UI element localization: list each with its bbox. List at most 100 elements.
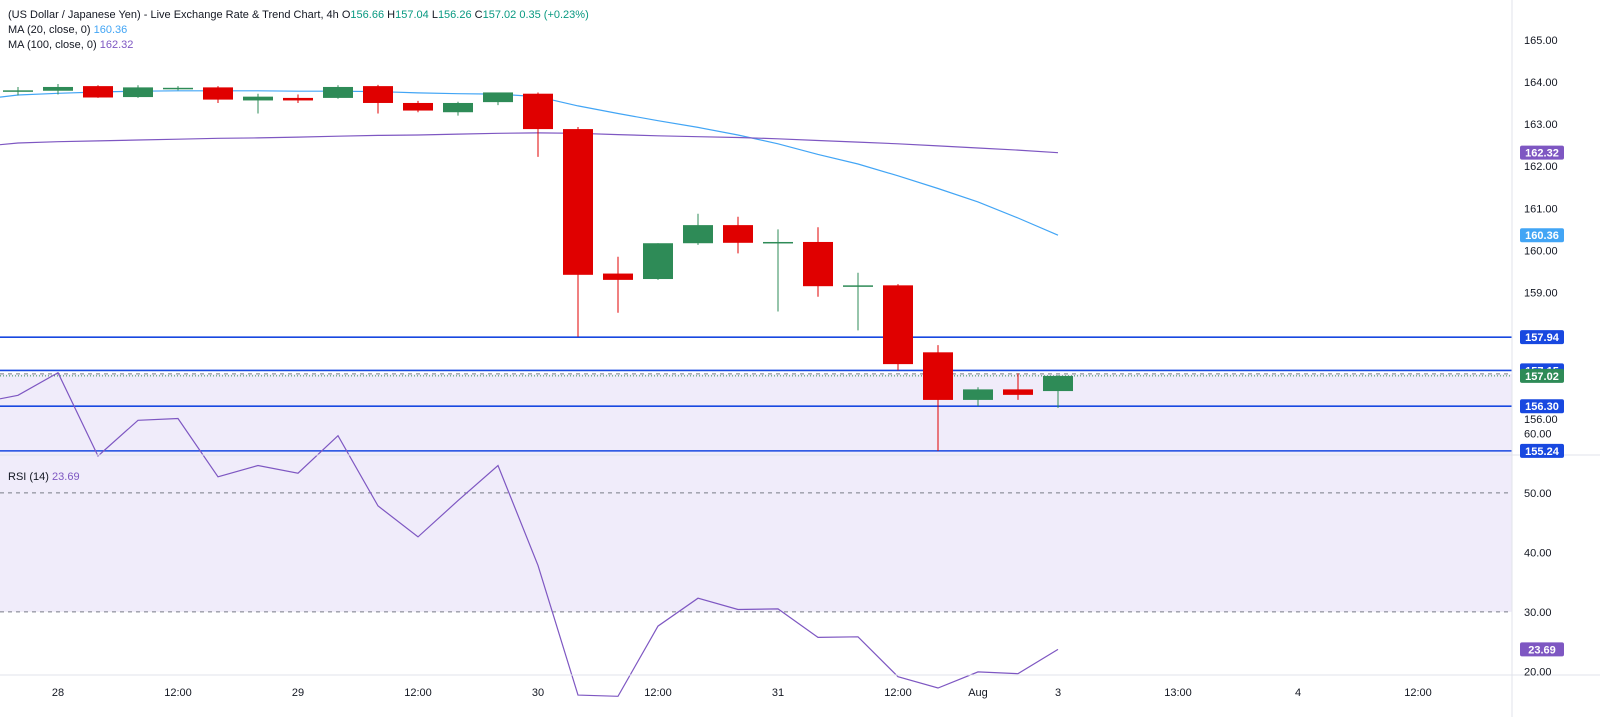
time-tick-label: 12:00 (884, 687, 912, 699)
candle (1043, 375, 1073, 408)
rsi-legend[interactable]: RSI (14) 23.69 (8, 470, 80, 485)
rsi-tick-label: 30.00 (1524, 607, 1552, 619)
candle-body (483, 92, 513, 103)
price-tick-label: 164.00 (1524, 77, 1558, 89)
ohlc-low: 156.26 (437, 9, 472, 21)
price-tick-label: 159.00 (1524, 288, 1558, 300)
candle (923, 345, 953, 451)
candle-body (1043, 375, 1073, 392)
ma20-label: MA (20, close, 0) (8, 24, 91, 36)
price-tag-label: 155.24 (1525, 446, 1560, 458)
price-tag-bg (1520, 330, 1564, 345)
rsi-line (0, 371, 1059, 697)
time-tick-label: 12:00 (1404, 687, 1432, 699)
ma20-legend[interactable]: MA (20, close, 0) 160.36 (8, 23, 127, 38)
candle-body (563, 129, 593, 275)
candle-body (763, 241, 793, 244)
price-tag-label: 157.94 (1525, 332, 1560, 344)
rsi-band (0, 373, 1512, 612)
candle (563, 126, 593, 337)
price-tag-label: 157.02 (1525, 371, 1559, 383)
rsi-tick-label: 20.00 (1524, 666, 1552, 678)
ohlc-close: 157.02 (482, 9, 517, 21)
candle-body (283, 97, 313, 101)
price-tag-label: 160.36 (1525, 230, 1559, 242)
rsi-tick-label: 50.00 (1524, 488, 1552, 500)
rsi-price-tag: 23.69 (1520, 642, 1564, 657)
candle (403, 100, 433, 113)
rsi-band-layer (0, 373, 1512, 612)
candle (363, 84, 393, 114)
candlesticks (3, 84, 1073, 451)
ohlc-high-label: H (387, 9, 396, 21)
time-tick-label: 31 (772, 687, 784, 699)
price-tag: 155.24 (1520, 443, 1564, 458)
rsi-line-layer (0, 371, 1059, 697)
candle-body (363, 86, 393, 103)
candle-body (3, 90, 33, 92)
candle-body (163, 87, 193, 90)
ohlc-low-label: L (431, 9, 438, 21)
candle-body (843, 285, 873, 287)
time-tick-label: 12:00 (164, 687, 192, 699)
ma20-value: 160.36 (93, 24, 128, 36)
candle-body (323, 86, 353, 98)
candle (603, 256, 633, 313)
candle-body (883, 285, 913, 365)
horizontal-levels[interactable] (0, 336, 1512, 452)
candle (1003, 373, 1033, 400)
candle-body (643, 243, 673, 280)
rsi-label: RSI (14) (8, 471, 49, 483)
candle (763, 229, 793, 312)
price-tag-bg (1520, 399, 1564, 414)
time-tick-label: 12:00 (644, 687, 672, 699)
price-tick-label: 162.00 (1524, 161, 1558, 173)
price-tick-label: 163.00 (1524, 119, 1558, 131)
rsi-value: 23.69 (52, 471, 80, 483)
candle-body (1003, 389, 1033, 395)
candle (483, 92, 513, 106)
candle (843, 272, 873, 331)
candle (963, 387, 993, 407)
price-tag: 160.36 (1520, 228, 1564, 243)
price-tag: 157.02 (1520, 368, 1564, 383)
candle (323, 85, 353, 99)
candle-body (43, 86, 73, 91)
candle-body (123, 87, 153, 98)
candle (43, 84, 73, 95)
candle-body (403, 102, 433, 111)
candle-body (523, 93, 553, 130)
price-tag-label: 156.30 (1525, 401, 1559, 413)
price-tag-bg (1520, 145, 1564, 160)
price-tick-label: 156.00 (1524, 414, 1558, 426)
ohlc-change: 0.35 (+0.23%) (519, 9, 589, 21)
candle-body (683, 225, 713, 244)
rsi-tick-label: 40.00 (1524, 547, 1552, 559)
candle (243, 93, 273, 114)
ma100-line (0, 132, 1059, 154)
ma100-legend[interactable]: MA (100, close, 0) 162.32 (8, 38, 133, 53)
time-tick-label: 3 (1055, 687, 1061, 699)
rsi-price-tag-label: 23.69 (1528, 644, 1556, 656)
candle (283, 94, 313, 103)
candle (523, 92, 553, 157)
candle-body (603, 273, 633, 280)
ohlc-open: 156.66 (350, 9, 385, 21)
price-tags: 162.32160.36157.94157.15157.02156.30155.… (1520, 145, 1564, 657)
candle (203, 86, 233, 103)
candle (803, 227, 833, 297)
ma100-value: 162.32 (99, 39, 134, 51)
chart-legend-header: (US Dollar / Japanese Yen) - Live Exchan… (8, 8, 589, 23)
candle-body (243, 96, 273, 101)
rsi-tick-label: 60.00 (1524, 428, 1552, 440)
price-tag: 157.94 (1520, 330, 1564, 345)
price-tag: 162.32 (1520, 145, 1564, 160)
candle (643, 243, 673, 280)
candle (123, 85, 153, 98)
ohlc-open-label: O (341, 9, 351, 21)
candle (883, 284, 913, 371)
price-tag-label: 162.32 (1525, 148, 1559, 160)
symbol-title[interactable]: (US Dollar / Japanese Yen) - Live Exchan… (8, 9, 339, 21)
price-tag: 156.30 (1520, 399, 1564, 414)
